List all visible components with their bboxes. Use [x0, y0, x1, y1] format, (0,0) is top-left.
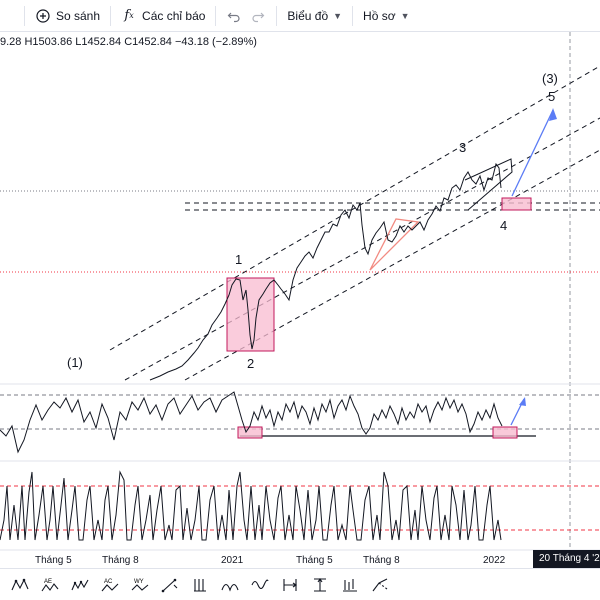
oscillator-line: [0, 391, 503, 454]
abcd-pattern-tool[interactable]: AC: [96, 571, 124, 599]
divider: [276, 5, 278, 26]
x-tick-thang5-a: Tháng 5: [35, 555, 72, 566]
abcde-pattern-tool[interactable]: AE: [36, 571, 64, 599]
price-range-icon: [314, 577, 326, 592]
x-tick-thang8-a: Tháng 8: [102, 555, 139, 566]
wave-label-4: 4: [500, 218, 507, 233]
chevron-down-icon: ▼: [400, 10, 410, 21]
three-drives-tool[interactable]: [66, 571, 94, 599]
projection-icon: [372, 578, 388, 591]
abcd-pattern-icon: AC: [101, 579, 119, 591]
wave-3-wedge: [464, 158, 513, 211]
cycle-lines-tool[interactable]: [186, 571, 214, 599]
stochastic-line: [0, 470, 502, 541]
bars-pattern-icon: [343, 578, 357, 591]
redo-icon: [250, 8, 266, 24]
projection-arrow-up: [511, 109, 554, 197]
plus-circle-icon: [35, 8, 51, 24]
channel-middle-line: [124, 117, 600, 381]
price-range-tool[interactable]: [306, 571, 334, 599]
projection-tool[interactable]: [366, 571, 394, 599]
crosshair-date-label: 20 Tháng 4 '22: [533, 550, 600, 568]
svg-text:WY: WY: [134, 579, 144, 585]
ohlc-high: H1503.86: [24, 36, 73, 48]
undo-button[interactable]: [222, 2, 246, 30]
chevron-down-icon: ▼: [333, 10, 343, 21]
indicators-label: Các chỉ báo: [142, 8, 206, 23]
time-cycles-tool[interactable]: [216, 571, 244, 599]
svg-text:AE: AE: [44, 579, 52, 585]
divider: [110, 5, 112, 26]
oscillator-box-left: [237, 426, 263, 439]
undo-icon: [226, 8, 242, 24]
drawing-toolbar: AE AC WY: [0, 568, 600, 600]
sine-line-tool[interactable]: [246, 571, 274, 599]
compare-button[interactable]: So sánh: [31, 2, 104, 30]
xabcd-pattern-tool[interactable]: [6, 571, 34, 599]
projection-arrowhead: [549, 108, 557, 121]
wave-4-target-box: [501, 197, 532, 211]
wave-label-1-paren: (1): [67, 355, 83, 370]
divider: [352, 5, 354, 26]
ohlc-legend: 9.28 H1503.86 L1452.84 C1452.84 −43.18 (…: [0, 36, 257, 48]
time-cycles-icon: [221, 583, 239, 592]
compare-label: So sánh: [56, 8, 101, 23]
symbol-area[interactable]: [0, 0, 18, 32]
elliott-wave-tool[interactable]: [156, 571, 184, 599]
wave-label-2: 2: [247, 356, 254, 371]
chart-menu-label: Biểu đồ: [287, 8, 329, 23]
svg-text:AC: AC: [104, 579, 113, 585]
ohlc-low: L1452.84: [75, 36, 122, 48]
x-tick-2021: 2021: [221, 555, 244, 566]
wave-label-3-paren: (3): [542, 71, 558, 86]
profile-menu-label: Hồ sơ: [363, 8, 396, 23]
wxy-pattern-tool[interactable]: WY: [126, 571, 154, 599]
xabcd-pattern-icon: [11, 578, 29, 590]
cycle-lines-icon: [194, 578, 206, 591]
oscillator-box-right: [492, 426, 518, 439]
ohlc-change: −43.18 (−2.89%): [175, 36, 257, 48]
chart-canvas[interactable]: (1) (3) 1 2 3 4 5 Tháng 5 Tháng 8 2021 T…: [0, 32, 600, 568]
sine-line-icon: [251, 579, 269, 589]
elliott-wave-icon: [161, 578, 178, 592]
x-tick-thang5-b: Tháng 5: [296, 555, 333, 566]
wave-label-3: 3: [459, 140, 466, 155]
profile-menu-button[interactable]: Hồ sơ ▼: [359, 2, 413, 30]
wave-label-5: 5: [548, 89, 555, 104]
triangle-pattern: [369, 218, 420, 271]
abcde-pattern-icon: AE: [41, 579, 59, 591]
x-tick-2022: 2022: [483, 555, 506, 566]
ohlc-open: 9.28: [0, 36, 22, 48]
divider: [215, 5, 217, 26]
date-range-icon: [283, 578, 297, 591]
channel-lower-line: [184, 149, 600, 381]
wxy-pattern-icon: WY: [131, 579, 149, 591]
price-line: [149, 162, 502, 381]
chart-menu-button[interactable]: Biểu đồ ▼: [283, 2, 346, 30]
divider: [24, 5, 25, 26]
x-tick-thang8-b: Tháng 8: [363, 555, 400, 566]
oscillator-arrowhead: [519, 397, 526, 406]
wave-label-1: 1: [235, 252, 242, 267]
three-drives-icon: [71, 579, 89, 590]
ohlc-close: C1452.84: [124, 36, 172, 48]
bars-pattern-tool[interactable]: [336, 571, 364, 599]
redo-button[interactable]: [246, 2, 270, 30]
date-range-tool[interactable]: [276, 571, 304, 599]
